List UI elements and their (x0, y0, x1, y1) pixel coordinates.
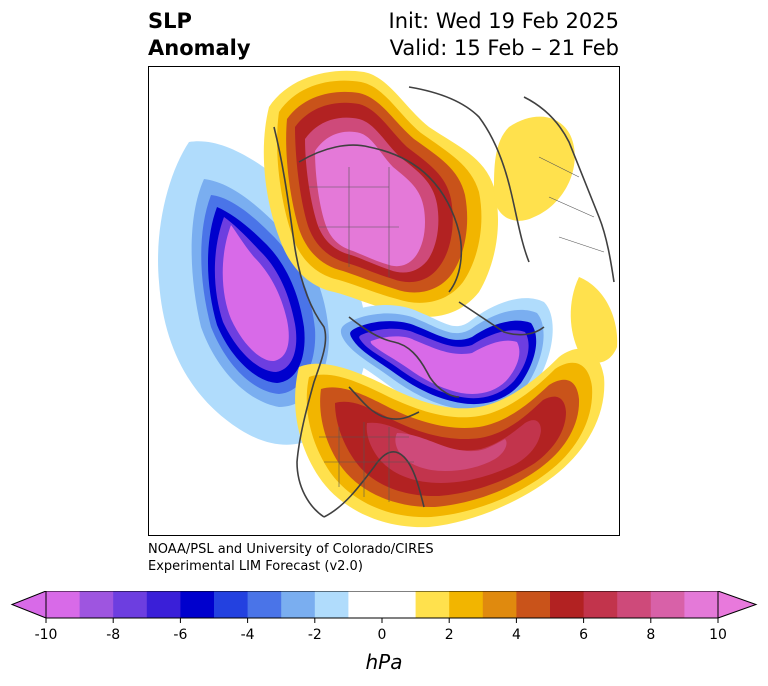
siberia-weak-positive (494, 116, 575, 221)
colorbar-bin (482, 591, 517, 618)
colorbar-tick-label: -4 (241, 627, 255, 643)
credit-line-2: Experimental LIM Forecast (v2.0) (148, 559, 363, 574)
colorbar-tick-label: 4 (512, 627, 521, 643)
colorbar-bin (415, 591, 450, 618)
colorbar-bin (314, 591, 349, 618)
init-date: Init: Wed 19 Feb 2025 (388, 9, 619, 33)
colorbar-bin (79, 591, 114, 618)
eastern-us-high-anomaly (295, 348, 605, 528)
colorbar-tick-label: 8 (646, 627, 655, 643)
colorbar-tick-label: -2 (308, 627, 322, 643)
colorbar-bin (214, 591, 249, 618)
title-line-2: Anomaly (148, 36, 251, 60)
colorbar-extend-low (10, 590, 47, 619)
colorbar-extend-high (717, 590, 758, 619)
colorbar-tick-label: 6 (579, 627, 588, 643)
coastlines (273, 86, 615, 518)
colorbar-bin (146, 591, 181, 618)
valid-date: Valid: 15 Feb – 21 Feb (389, 36, 619, 60)
colorbar-bin (382, 591, 417, 618)
credit-text: NOAA/PSL and University of Colorado/CIRE… (148, 541, 434, 575)
colorbar-bin (684, 591, 719, 618)
colorbar-bin (617, 591, 652, 618)
colorbar-tick-label: 2 (445, 627, 454, 643)
colorbar-bin (550, 591, 585, 618)
colorbar-tick-label: 10 (709, 627, 727, 643)
colorbar-tick-label: -6 (173, 627, 187, 643)
colorbar-bin (281, 591, 316, 618)
credit-line-1: NOAA/PSL and University of Colorado/CIRE… (148, 542, 434, 557)
colorbar-tick-label: 0 (378, 627, 387, 643)
colorbar-bin (113, 591, 148, 618)
borders (309, 156, 605, 502)
colorbar-bin (46, 591, 81, 618)
colorbar-bin (516, 591, 551, 618)
colorbar-bin (583, 591, 618, 618)
map-canvas (158, 70, 618, 528)
colorbar-tick-label: -8 (106, 627, 120, 643)
colorbar-svg: -10 -8 -6 -4 -2 0 2 4 6 8 10 (10, 590, 758, 643)
colorbar-bin (180, 591, 215, 618)
colorbar-bin (449, 591, 484, 618)
colorbar-tick-label: -10 (35, 627, 58, 643)
colorbar-bin (348, 591, 383, 618)
colorbar-units: hPa (365, 650, 403, 674)
title-line-1: SLP (148, 9, 192, 33)
colorbar-bin (650, 591, 685, 618)
map-title: SLP Anomaly (148, 8, 251, 62)
colorbar-bin (247, 591, 282, 618)
east-weak-positive (570, 277, 618, 363)
forecast-dates: Init: Wed 19 Feb 2025 Valid: 15 Feb – 21… (389, 8, 619, 62)
colorbar: -10 -8 -6 -4 -2 0 2 4 6 8 10 (10, 590, 758, 647)
slp-anomaly-map (148, 66, 620, 536)
